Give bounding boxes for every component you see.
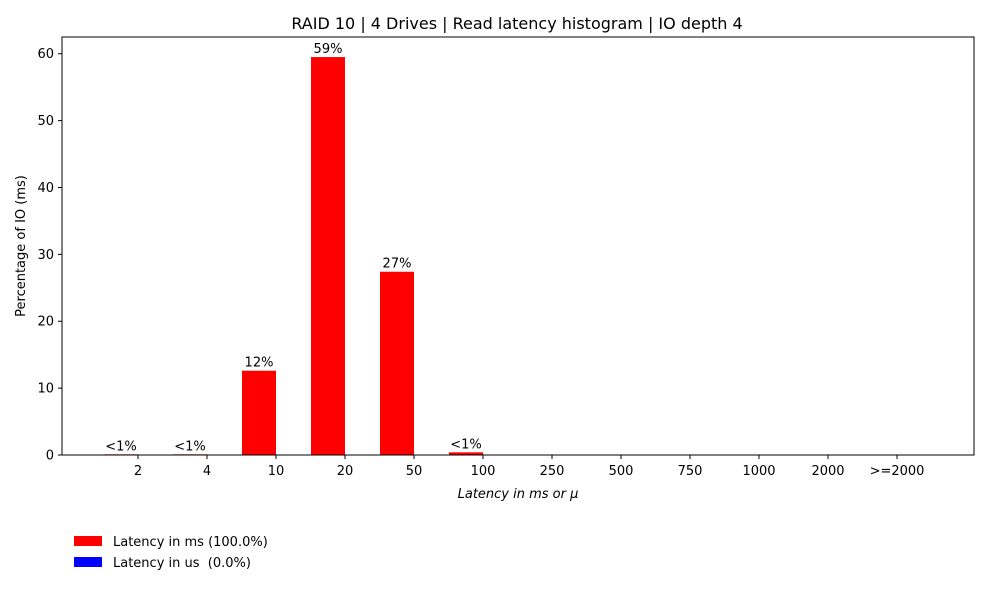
- y-tick-label: 0: [46, 449, 54, 464]
- bar-value-label: <1%: [174, 439, 206, 454]
- legend-label-ms: Latency in ms (100.0%): [113, 535, 268, 550]
- bar-value-label: 27%: [383, 257, 412, 272]
- x-tick-label: 750: [678, 464, 703, 479]
- x-tick-label: 4: [203, 464, 211, 479]
- y-tick-label: 50: [37, 114, 54, 129]
- legend: Latency in ms (100.0%) Latency in us (0.0…: [74, 535, 268, 571]
- bar-ms-10: [242, 370, 276, 455]
- x-tick-label: >=2000: [870, 464, 925, 479]
- x-tick-label: 20: [337, 464, 354, 479]
- legend-swatch-us: [74, 557, 102, 567]
- x-tick-label: 500: [609, 464, 634, 479]
- x-tick-label: 100: [471, 464, 496, 479]
- bars-layer: [104, 57, 483, 456]
- bar-value-label: 59%: [314, 42, 343, 57]
- x-tick-label: 2000: [811, 464, 844, 479]
- x-ticks-layer: 2 4 10 20 50 100 250 500 750 1000 2000 >=2000: [134, 455, 925, 479]
- bar-labels-layer: <1% <1% 12% 59% 27% <1%: [105, 42, 482, 454]
- x-tick-label: 250: [540, 464, 565, 479]
- x-tick-label: 2: [134, 464, 142, 479]
- legend-label-us: Latency in us (0.0%): [113, 556, 251, 571]
- y-tick-label: 40: [37, 181, 54, 196]
- x-tick-label: 10: [268, 464, 285, 479]
- y-axis-label: Percentage of IO (ms): [14, 175, 29, 317]
- y-tick-label: 20: [37, 315, 54, 330]
- plot-area-frame: [61, 36, 975, 456]
- legend-swatch-ms: [74, 536, 102, 546]
- x-axis-label: Latency in ms or μ: [458, 487, 579, 502]
- bar-ms-50: [380, 271, 414, 455]
- y-tick-label: 10: [37, 382, 54, 397]
- x-tick-label: 1000: [742, 464, 775, 479]
- bar-ms-20: [311, 57, 345, 456]
- bar-value-label: <1%: [450, 437, 482, 452]
- bar-ms-100: [449, 452, 483, 455]
- chart-title: RAID 10 | 4 Drives | Read latency histog…: [291, 14, 742, 33]
- bar-value-label: 12%: [245, 356, 274, 371]
- bar-value-label: <1%: [105, 439, 137, 454]
- x-tick-label: 50: [406, 464, 423, 479]
- y-ticks-layer: 0 10 20 30 40 50 60: [37, 47, 62, 464]
- y-tick-label: 30: [37, 248, 54, 263]
- y-tick-label: 60: [37, 47, 54, 62]
